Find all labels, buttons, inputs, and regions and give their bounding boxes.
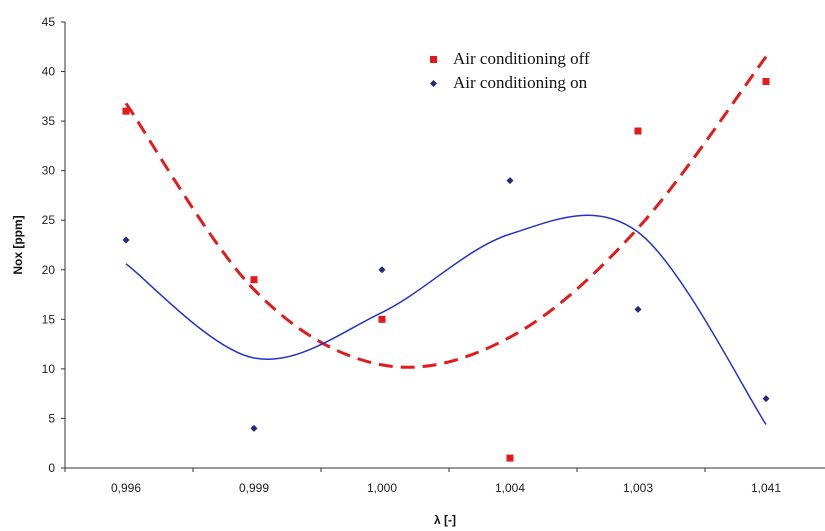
data-points [122,77,770,462]
data-point-on [122,236,130,244]
x-tick-label: 1,004 [495,481,525,495]
data-point-off [634,127,642,135]
data-point-on [634,305,642,313]
data-point-on [506,177,514,185]
trendlines [124,55,768,425]
legend-marker-off [430,56,437,63]
data-point-on [762,395,770,403]
legend: Air conditioning off Air conditioning on [430,49,590,92]
trendline-off [124,55,768,369]
data-point-off [762,77,770,85]
legend-marker-on [430,80,437,87]
y-axis: 0 5 10 15 20 25 30 35 40 45 [42,15,66,475]
x-tick-label: 0,999 [239,481,269,495]
x-axis: 0,996 0,999 1,000 1,004 1,003 1,041 [64,467,825,495]
x-axis-title: λ [-] [434,513,456,527]
y-tick-label: 25 [42,213,56,227]
y-tick-label: 30 [42,164,56,178]
y-tick-label: 10 [42,362,56,376]
y-tick-label: 45 [42,15,56,29]
x-ticks: 0,996 0,999 1,000 1,004 1,003 1,041 [64,468,781,495]
y-tick-label: 35 [42,114,56,128]
y-axis-title: Nox [ppm] [11,215,25,274]
data-point-on [250,424,258,432]
data-point-off [250,276,258,284]
data-point-on [378,266,386,274]
x-tick-label: 1,041 [751,481,781,495]
y-tick-label: 20 [42,263,56,277]
x-tick-label: 1,003 [623,481,653,495]
y-tick-label: 5 [48,411,55,425]
trendline-on [125,214,767,425]
data-point-off [122,107,130,115]
x-tick-label: 1,000 [367,481,397,495]
data-point-off [506,454,514,462]
legend-label-off: Air conditioning off [453,49,590,68]
y-tick-label: 0 [48,461,55,475]
legend-label-on: Air conditioning on [453,73,588,92]
y-ticks: 0 5 10 15 20 25 30 35 40 45 [42,15,65,475]
y-tick-label: 40 [42,65,56,79]
y-tick-label: 15 [42,312,56,326]
data-point-off [378,315,386,323]
x-tick-label: 0,996 [111,481,141,495]
